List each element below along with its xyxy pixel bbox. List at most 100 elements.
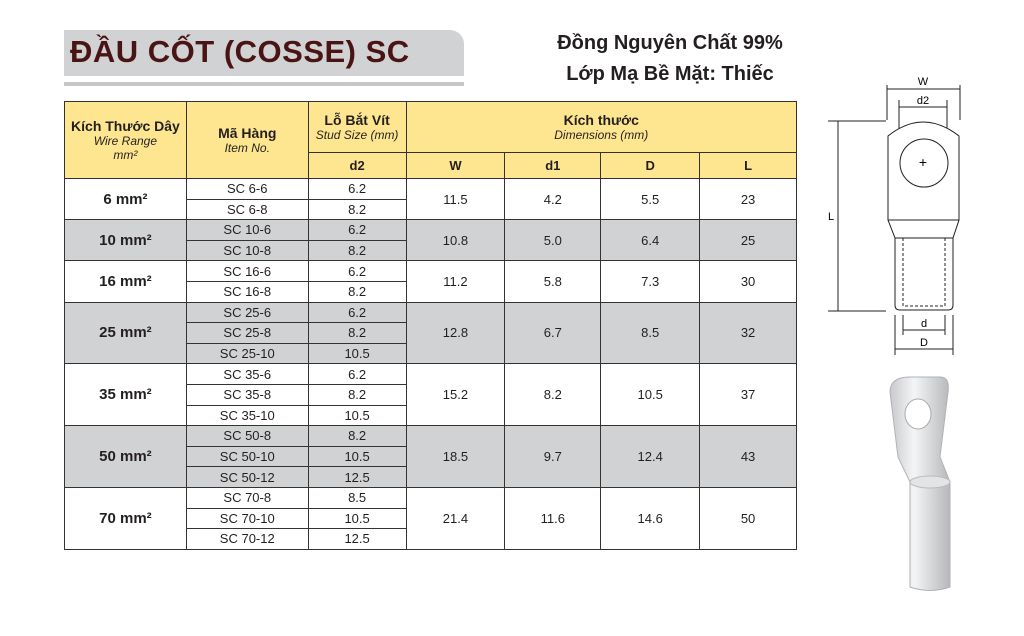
dim-W-cell: 11.5 bbox=[405, 177, 506, 221]
item-no-cell: SC 6-6 bbox=[185, 178, 309, 200]
dim-W-cell: 11.2 bbox=[405, 260, 506, 303]
stud-size-cell: 6.2 bbox=[307, 260, 407, 282]
dim-D-cell: 6.4 bbox=[600, 219, 701, 262]
dim-L-cell: 30 bbox=[699, 260, 797, 303]
stud-size-cell: 10.5 bbox=[307, 507, 407, 530]
header-d2: d2 bbox=[307, 152, 407, 179]
stud-size-cell: 8.2 bbox=[307, 198, 407, 221]
item-no-cell: SC 70-12 bbox=[185, 528, 309, 550]
wire-range-cell: 16 mm² bbox=[64, 260, 187, 303]
dim-L-cell: 23 bbox=[699, 177, 797, 221]
dim-d1-cell: 4.2 bbox=[504, 177, 602, 221]
dim-D-cell: 10.5 bbox=[600, 363, 701, 427]
dim-L-cell: 37 bbox=[699, 363, 797, 427]
table-row: SC 25-8 8.2 bbox=[65, 322, 797, 344]
dim-d1-cell: 9.7 bbox=[504, 425, 602, 488]
table-row: 70 mm² SC 70-8 8.5 21.4 11.6 14.6 50 bbox=[64, 486, 797, 550]
wire-range-cell: 25 mm² bbox=[64, 301, 187, 365]
item-no-cell: SC 10-6 bbox=[185, 219, 309, 241]
dim-D-cell: 14.6 bbox=[600, 486, 701, 550]
stud-size-cell: 6.2 bbox=[307, 219, 407, 241]
dim-L-cell: 43 bbox=[699, 425, 797, 488]
item-no-cell: SC 6-8 bbox=[185, 198, 309, 221]
item-no-cell: SC 16-6 bbox=[185, 260, 309, 282]
item-no-cell: SC 10-8 bbox=[185, 239, 309, 262]
page-title: ĐẦU CỐT (COSSE) SC bbox=[70, 34, 410, 69]
dim-L-cell: 50 bbox=[699, 486, 797, 550]
plating-line: Lớp Mạ Bề Mặt: Thiếc bbox=[566, 63, 774, 85]
dim-d-label: d bbox=[921, 318, 927, 330]
item-no-cell: SC 35-8 bbox=[185, 383, 309, 406]
header-d1: d1 bbox=[504, 152, 602, 179]
stud-size-cell: 10.5 bbox=[307, 342, 407, 365]
table-row: SC 6-8 8.2 bbox=[65, 198, 797, 221]
title-banner bbox=[64, 30, 464, 76]
table-row: SC 25-10 10.5 bbox=[65, 342, 797, 365]
stud-size-cell: 6.2 bbox=[307, 178, 407, 200]
item-no-cell: SC 35-10 bbox=[185, 404, 309, 427]
dim-W-cell: 18.5 bbox=[405, 425, 506, 488]
dim-D-label: D bbox=[920, 337, 928, 349]
wire-range-cell: 6 mm² bbox=[64, 177, 187, 221]
table-row: 6 mm² SC 6-6 6.2 11.5 4.2 5.5 23 bbox=[64, 177, 797, 221]
dim-d1-cell: 5.8 bbox=[504, 260, 602, 303]
item-no-cell: SC 35-6 bbox=[185, 363, 309, 385]
table-row: 50 mm² SC 50-8 8.2 18.5 9.7 12.4 43 bbox=[64, 425, 797, 488]
table-row: SC 50-10 10.5 bbox=[65, 445, 797, 468]
dim-L-cell: 25 bbox=[699, 219, 797, 262]
stud-size-cell: 12.5 bbox=[307, 528, 407, 550]
item-no-cell: SC 50-12 bbox=[185, 466, 309, 488]
header-D: D bbox=[600, 152, 701, 179]
dim-W-cell: 15.2 bbox=[405, 363, 506, 427]
stud-size-cell: 8.5 bbox=[307, 486, 407, 509]
stud-size-cell: 10.5 bbox=[307, 445, 407, 468]
header-wire-range: Kích Thước Dây Wire Range mm² bbox=[64, 101, 187, 179]
center-mark-icon: + bbox=[919, 154, 927, 170]
item-no-cell: SC 25-6 bbox=[185, 301, 309, 324]
stud-size-cell: 10.5 bbox=[307, 404, 407, 427]
dim-d1-cell: 5.0 bbox=[504, 219, 602, 262]
wire-range-cell: 10 mm² bbox=[64, 219, 187, 262]
dim-d1-cell: 11.6 bbox=[504, 486, 602, 550]
table-row: 16 mm² SC 16-6 6.2 11.2 5.8 7.3 30 bbox=[64, 260, 797, 303]
spec-table: Kích Thước Dây Wire Range mm² Mã Hàng Item … bbox=[64, 101, 798, 550]
stud-size-cell: 8.2 bbox=[307, 322, 407, 344]
item-no-cell: SC 50-8 bbox=[185, 425, 309, 447]
dim-D-cell: 5.5 bbox=[600, 177, 701, 221]
lug-dimension-drawing: + W d2 L d D bbox=[828, 76, 961, 355]
dim-L-cell: 32 bbox=[699, 301, 797, 365]
dim-d1-cell: 6.7 bbox=[504, 301, 602, 365]
item-no-cell: SC 25-10 bbox=[185, 342, 309, 365]
wire-range-cell: 35 mm² bbox=[64, 363, 187, 427]
stud-size-cell: 6.2 bbox=[307, 363, 407, 385]
header-item-no: Mã Hàng Item No. bbox=[185, 101, 309, 179]
dim-L-label: L bbox=[828, 211, 834, 223]
header-L: L bbox=[699, 152, 797, 179]
dim-W-label: W bbox=[918, 76, 929, 88]
header-W: W bbox=[405, 152, 506, 179]
dim-d1-cell: 8.2 bbox=[504, 363, 602, 427]
header-stud-size: Lỗ Bắt Vít Stud Size (mm) bbox=[307, 101, 407, 153]
lug-photo bbox=[889, 376, 951, 591]
stud-size-cell: 6.2 bbox=[307, 301, 407, 324]
stud-size-cell: 8.2 bbox=[307, 383, 407, 406]
stud-size-cell: 8.2 bbox=[307, 239, 407, 262]
item-no-cell: SC 25-8 bbox=[185, 322, 309, 344]
table-row: 10 mm² SC 10-6 6.2 10.8 5.0 6.4 25 bbox=[64, 219, 797, 262]
item-no-cell: SC 16-8 bbox=[185, 280, 309, 303]
title-divider bbox=[64, 82, 464, 86]
table-row: SC 10-8 8.2 bbox=[65, 239, 797, 262]
item-no-cell: SC 50-10 bbox=[185, 445, 309, 468]
stud-size-cell: 12.5 bbox=[307, 466, 407, 488]
wire-range-cell: 50 mm² bbox=[64, 425, 187, 488]
dim-d2-label: d2 bbox=[917, 95, 929, 107]
stud-size-cell: 8.2 bbox=[307, 425, 407, 447]
item-no-cell: SC 70-8 bbox=[185, 486, 309, 509]
dim-D-cell: 8.5 bbox=[600, 301, 701, 365]
table-row: 25 mm² SC 25-6 6.2 12.8 6.7 8.5 32 bbox=[64, 301, 797, 365]
dim-W-cell: 21.4 bbox=[405, 486, 506, 550]
stud-size-cell: 8.2 bbox=[307, 280, 407, 303]
material-line: Đồng Nguyên Chất 99% bbox=[557, 32, 783, 54]
header-dimensions: Kích thước Dimensions (mm) bbox=[405, 101, 798, 153]
dim-W-cell: 12.8 bbox=[405, 301, 506, 365]
